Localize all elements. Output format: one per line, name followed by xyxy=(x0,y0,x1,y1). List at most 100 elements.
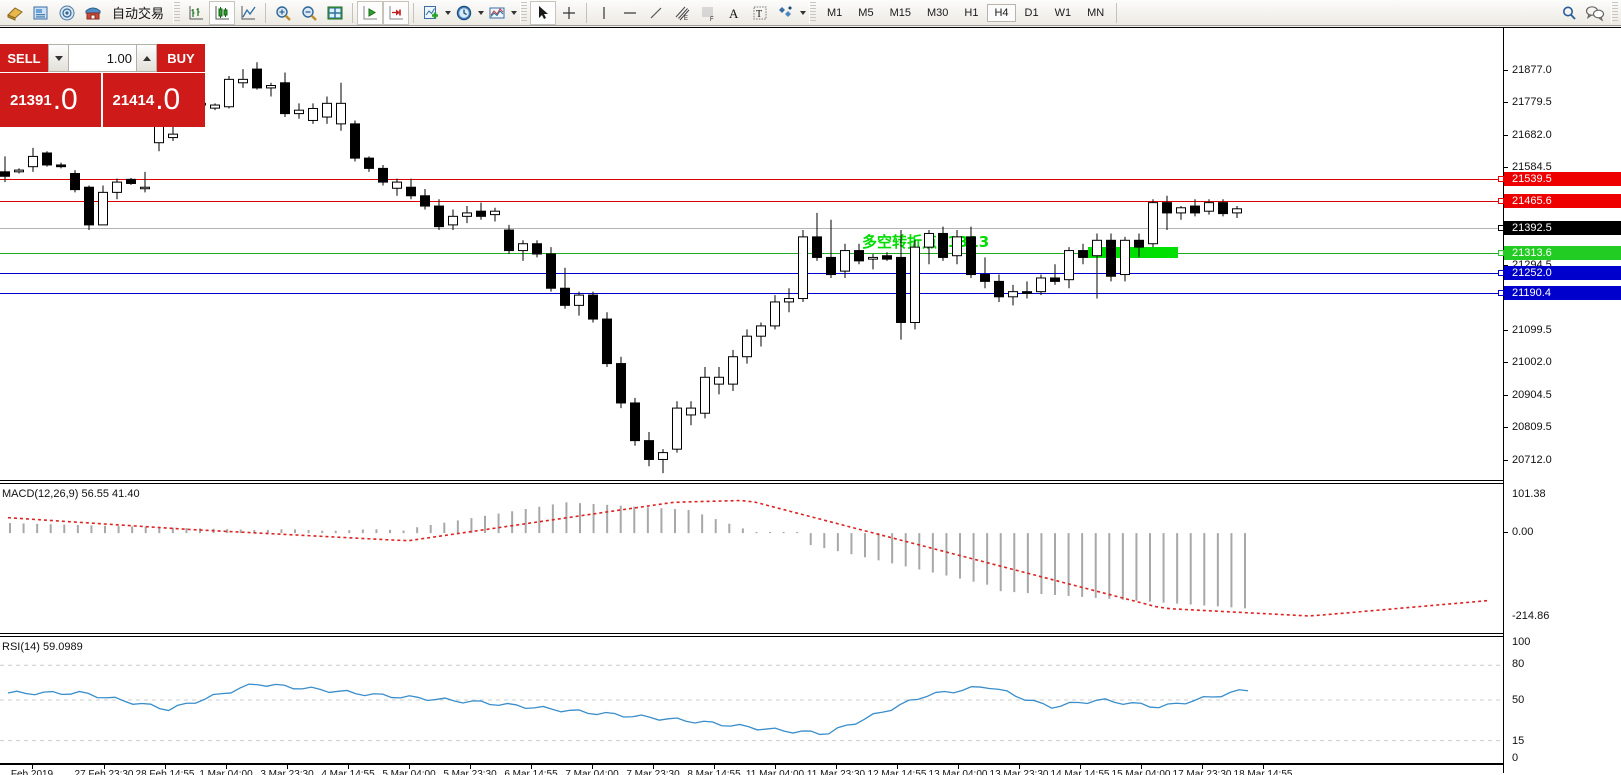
text-box-icon[interactable]: T xyxy=(747,1,773,25)
time-axis-tick xyxy=(1019,765,1020,769)
price-axis-label: 20904.5 xyxy=(1512,389,1552,401)
price-line-handle[interactable] xyxy=(1498,198,1504,204)
toolbar-grip-4[interactable] xyxy=(1611,2,1618,23)
price-axis-chip[interactable]: 21190.4 xyxy=(1504,286,1621,300)
period-dropdown-caret-icon[interactable] xyxy=(478,10,485,15)
crosshair-icon[interactable] xyxy=(556,1,582,25)
volume-increment-icon[interactable] xyxy=(136,45,156,71)
timeframe-h4[interactable]: H4 xyxy=(987,3,1016,22)
shapes-icon[interactable] xyxy=(773,1,799,25)
price-line-handle[interactable] xyxy=(1498,290,1504,296)
price-axis-chip[interactable]: 21313.6 xyxy=(1504,246,1621,260)
price-line-handle[interactable] xyxy=(1498,225,1504,231)
auto-scroll-icon[interactable] xyxy=(357,0,384,25)
timeframe-m1[interactable]: M1 xyxy=(827,6,843,19)
time-axis-tick xyxy=(348,765,349,769)
fibonacci-icon[interactable]: F xyxy=(695,1,721,25)
zoom-out-icon[interactable] xyxy=(296,1,322,25)
news-icon[interactable] xyxy=(28,1,54,25)
text-label-icon[interactable]: A xyxy=(721,1,747,25)
trendline-icon[interactable] xyxy=(643,1,669,25)
indicators-dropdown-caret-icon[interactable] xyxy=(445,10,452,15)
price-axis-label: 21099.5 xyxy=(1512,324,1552,336)
one-click-trading-panel[interactable]: SELL 1.00 BUY 21391 .0 21414 .0 xyxy=(0,44,205,134)
hline-pivot-21313[interactable] xyxy=(0,253,1503,254)
time-axis-label: 3 Mar 23:30 xyxy=(260,769,314,775)
timeframe-d1[interactable]: D1 xyxy=(1024,6,1039,19)
time-axis[interactable]: Feb 2019 27 Feb 23:30 28 Feb 14:55 1 Mar 04… xyxy=(0,764,1503,775)
pane-divider-1b[interactable] xyxy=(0,483,1503,484)
price-pane[interactable]: 多空转折点21313 xyxy=(0,28,1503,480)
autotrade-button[interactable]: 自动交易 xyxy=(112,6,165,21)
timeframe-mn[interactable]: MN xyxy=(1087,6,1105,19)
hline-current-price-21392 xyxy=(0,228,1503,229)
vertical-line-icon[interactable] xyxy=(591,1,617,25)
price-axis-tick xyxy=(1504,427,1508,428)
buy-price-cell[interactable]: 21414 .0 xyxy=(102,73,205,127)
hline-resistance-21539[interactable] xyxy=(0,179,1503,180)
macd-axis-label: -214.86 xyxy=(1512,610,1550,622)
equidistant-channel-icon[interactable]: E xyxy=(669,1,695,25)
price-line-handle[interactable] xyxy=(1498,270,1504,276)
macd-pane[interactable]: MACD(12,26,9) 56.55 41.40 xyxy=(0,485,1503,633)
green-highlight-rectangle[interactable] xyxy=(1088,247,1178,258)
cursor-icon[interactable] xyxy=(530,0,557,25)
templates-icon[interactable] xyxy=(484,1,510,25)
line-chart-icon[interactable] xyxy=(235,1,261,25)
chart-window[interactable]: JPN225-,H4 21377.5 21397.5 21365.0 21392… xyxy=(0,27,1621,775)
price-axis-chip[interactable]: 21392.5 xyxy=(1504,221,1621,235)
timeframe-m30[interactable]: M30 xyxy=(926,6,949,19)
time-axis-tick xyxy=(1202,765,1203,769)
price-axis-tick xyxy=(1504,70,1508,71)
horizontal-line-icon[interactable] xyxy=(617,1,643,25)
price-line-handle[interactable] xyxy=(1498,176,1504,182)
toolbar-grip-2[interactable] xyxy=(520,2,528,23)
time-axis-label: 5 Mar 04:00 xyxy=(382,769,436,775)
toolbar-grip[interactable] xyxy=(173,2,181,23)
price-axis[interactable]: 21877.021779.521682.021584.521489.521294… xyxy=(1498,28,1621,773)
expert-advisor-icon[interactable] xyxy=(2,1,28,25)
tile-windows-icon[interactable] xyxy=(322,1,348,25)
shapes-dropdown-caret-icon[interactable] xyxy=(800,10,807,15)
templates-dropdown-caret-icon[interactable] xyxy=(511,10,518,15)
hline-resistance-21465[interactable] xyxy=(0,201,1503,202)
time-axis-label: 27 Feb 23:30 xyxy=(74,769,134,775)
price-axis-chip[interactable]: 21539.5 xyxy=(1504,172,1621,186)
rsi-pane[interactable]: RSI(14) 59.0989 xyxy=(0,638,1503,763)
search-icon[interactable] xyxy=(1556,1,1582,25)
time-axis-tick xyxy=(775,765,776,769)
timeframe-w1[interactable]: W1 xyxy=(1054,6,1072,19)
volume-stepper[interactable]: 1.00 xyxy=(48,44,157,72)
pane-divider-2b[interactable] xyxy=(0,636,1503,637)
pane-divider-1[interactable] xyxy=(0,480,1503,481)
timeframe-m15[interactable]: M15 xyxy=(889,6,911,19)
time-axis-label: 13 Mar 23:30 xyxy=(989,769,1049,775)
period-clock-icon[interactable] xyxy=(451,1,477,25)
market-icon[interactable] xyxy=(80,1,106,25)
hline-support-21252[interactable] xyxy=(0,273,1503,274)
timeframe-m5[interactable]: M5 xyxy=(858,6,874,19)
zoom-in-icon[interactable] xyxy=(270,1,296,25)
price-axis-chip[interactable]: 21252.0 xyxy=(1504,266,1621,280)
signals-icon[interactable] xyxy=(54,1,80,25)
indicators-add-icon[interactable] xyxy=(418,1,444,25)
bar-chart-icon[interactable] xyxy=(183,1,209,25)
volume-input[interactable]: 1.00 xyxy=(69,45,136,71)
price-axis-chip[interactable]: 21465.6 xyxy=(1504,194,1621,208)
price-line-handle[interactable] xyxy=(1498,250,1504,256)
timeframe-h1[interactable]: H1 xyxy=(964,6,979,19)
toolbar-grip-3[interactable] xyxy=(809,2,817,23)
sell-button[interactable]: SELL xyxy=(0,44,48,72)
volume-dropdown-caret-icon[interactable] xyxy=(49,45,69,71)
chat-icon[interactable] xyxy=(1582,1,1608,25)
time-axis-tick xyxy=(958,765,959,769)
chart-shift-icon[interactable] xyxy=(383,0,410,25)
svg-text:T: T xyxy=(756,9,762,20)
candlestick-chart-icon[interactable] xyxy=(209,0,236,25)
pane-divider-2[interactable] xyxy=(0,633,1503,634)
buy-button[interactable]: BUY xyxy=(157,44,205,72)
sell-price-cell[interactable]: 21391 .0 xyxy=(0,73,103,127)
hline-support-21190[interactable] xyxy=(0,293,1503,294)
price-axis-tick xyxy=(1504,330,1508,331)
time-axis-label: 13 Mar 04:00 xyxy=(928,769,988,775)
